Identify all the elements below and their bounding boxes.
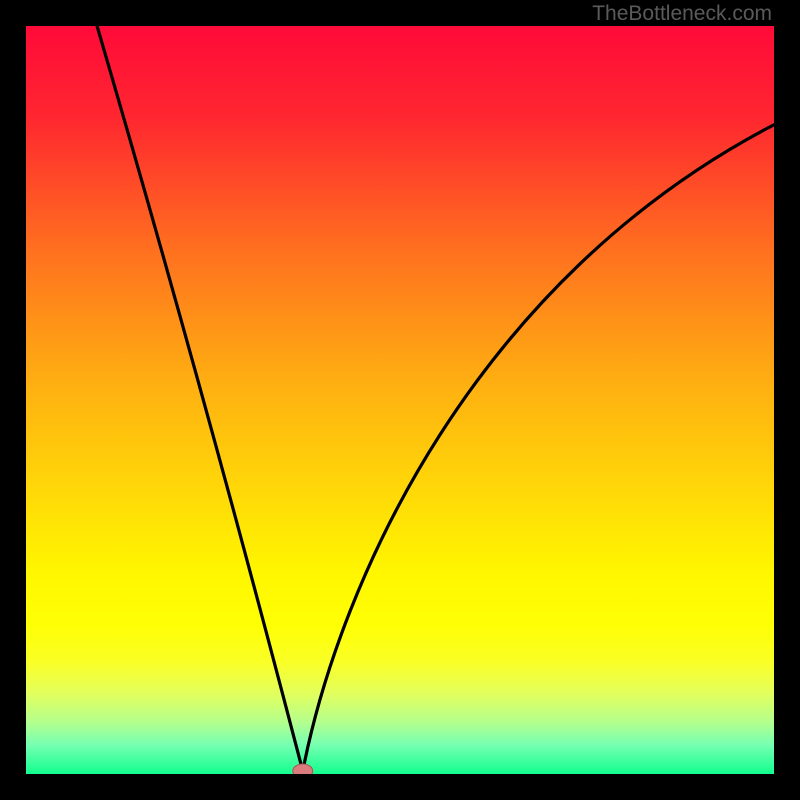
plot-area (26, 26, 774, 774)
optimum-marker (293, 764, 313, 774)
curve-path (97, 26, 774, 771)
bottleneck-curve (26, 26, 774, 774)
chart-container: TheBottleneck.com (0, 0, 800, 800)
watermark-text: TheBottleneck.com (592, 2, 772, 26)
